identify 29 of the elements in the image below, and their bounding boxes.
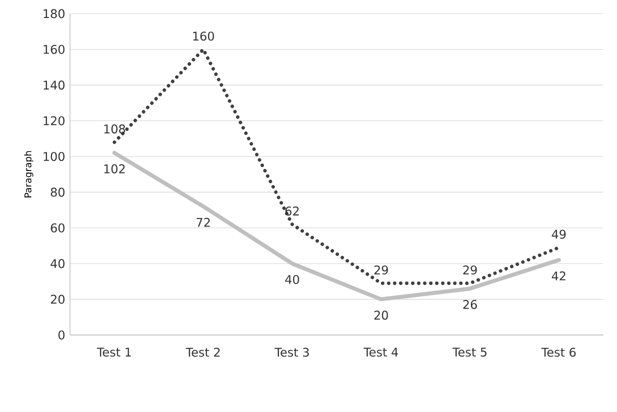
data-label: 29: [463, 265, 477, 275]
data-label: 62: [285, 206, 299, 216]
data-label: 108: [104, 124, 126, 134]
x-tick-label: Test 2: [186, 348, 220, 357]
data-label: 26: [463, 300, 477, 310]
y-tick-label: 0: [58, 330, 64, 340]
y-tick-label: 160: [44, 44, 64, 54]
y-tick-label: 60: [50, 223, 64, 232]
y-tick-label: 140: [44, 80, 64, 90]
data-label: 40: [285, 274, 300, 284]
y-tick-label: 40: [50, 259, 64, 268]
y-tick-label: 100: [44, 152, 64, 162]
x-tick-label: Test 1: [96, 348, 131, 357]
data-label: 160: [193, 32, 214, 41]
y-tick-label: 80: [50, 188, 64, 197]
data-label: 49: [552, 230, 566, 239]
x-tick-label: Test 4: [364, 348, 398, 357]
data-label: 20: [374, 310, 388, 320]
data-label: 72: [196, 218, 210, 227]
data-label: 29: [374, 265, 388, 275]
x-tick-label: Test 6: [541, 348, 576, 357]
data-label: 42: [552, 271, 566, 280]
y-tick-label: 180: [44, 9, 64, 18]
y-tick-label: 20: [50, 294, 64, 304]
y-tick-label: 120: [44, 116, 64, 126]
x-tick-label: Test 3: [274, 348, 309, 357]
data-label: 102: [104, 164, 125, 174]
x-tick-label: Test 5: [452, 348, 486, 357]
y-axis-title: Paragraph: [24, 151, 34, 198]
